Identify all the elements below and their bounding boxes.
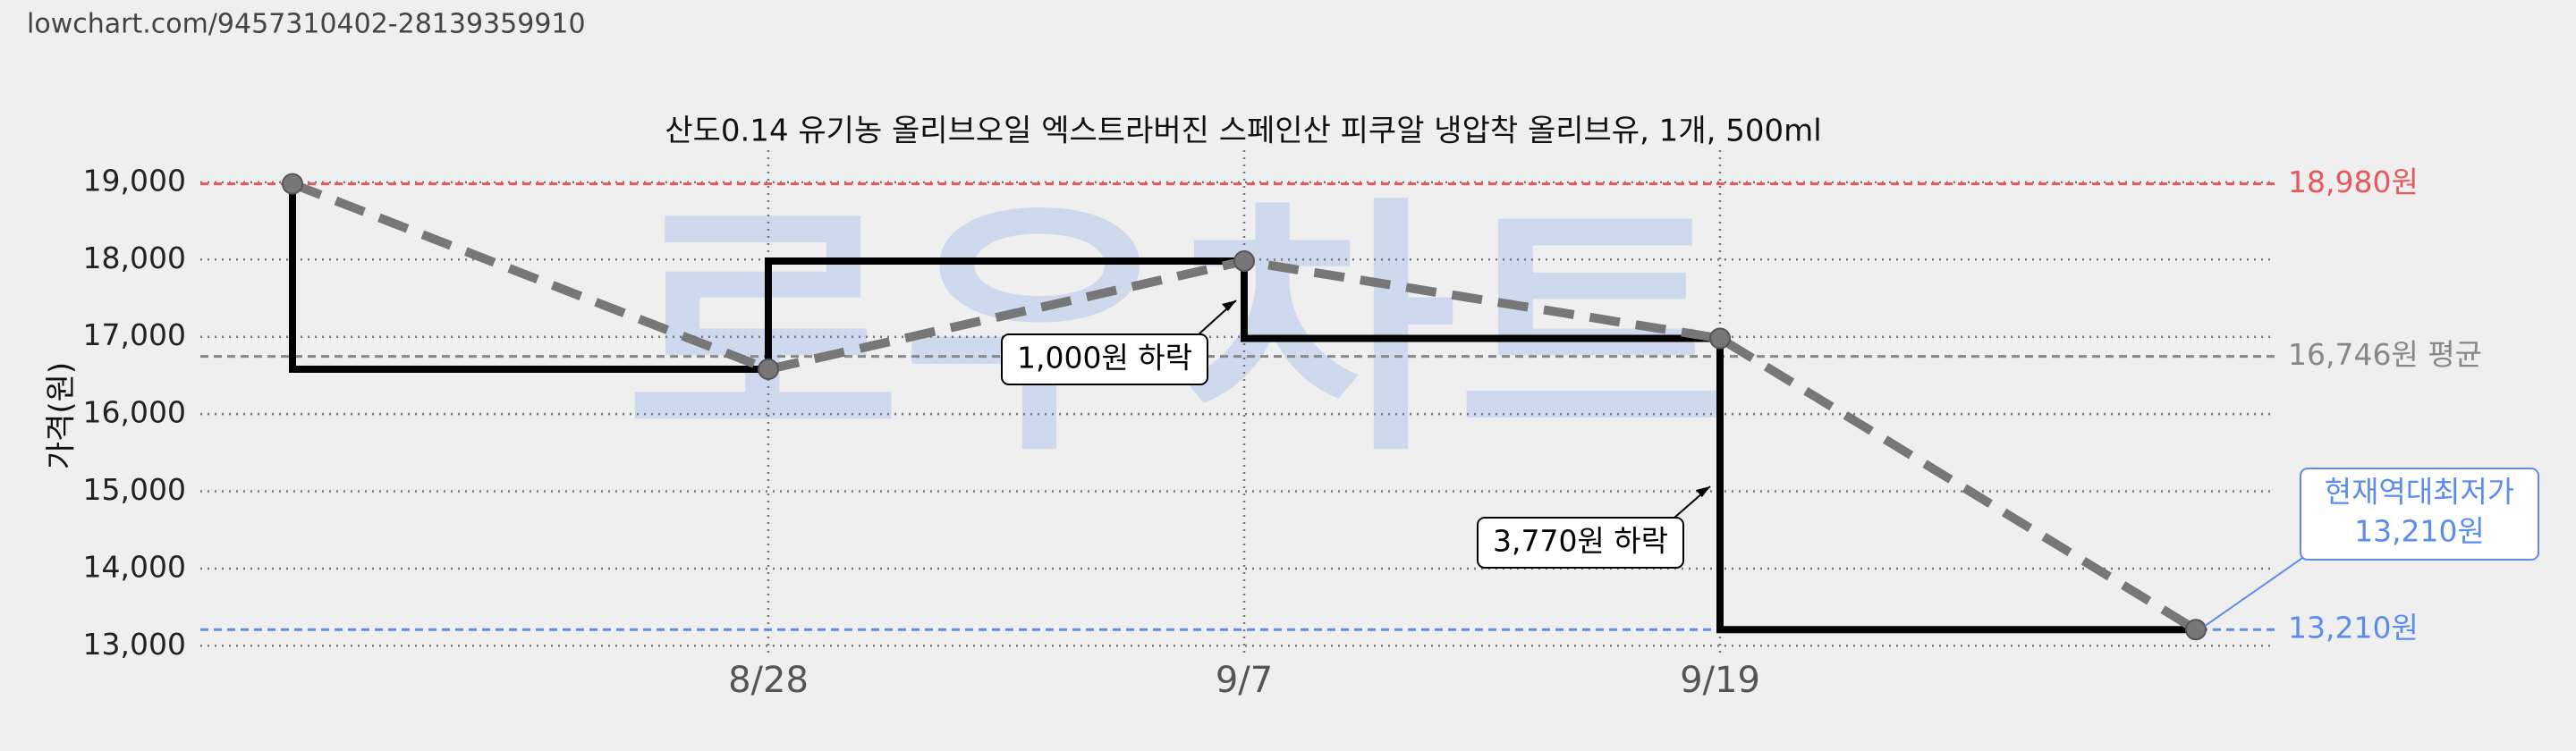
- reference-label: 13,210원: [2288, 611, 2419, 646]
- lowest-arrow: [2204, 553, 2309, 628]
- y-axis-label: 가격(원): [44, 362, 80, 469]
- price-point: [1709, 327, 1731, 350]
- x-tick-label: 9/19: [1680, 660, 1760, 701]
- callout-box: [1001, 333, 1208, 385]
- price-point: [758, 359, 779, 381]
- price-point: [1233, 250, 1255, 273]
- watermark: 로우차트: [624, 175, 1733, 487]
- x-tick-label: 8/28: [728, 660, 809, 701]
- y-tick-label: 13,000: [83, 627, 186, 662]
- price-point: [2185, 619, 2207, 641]
- reference-label: 16,746원 평균: [2288, 337, 2482, 372]
- lowest-note-text: 현재역대최저가: [2325, 475, 2515, 510]
- y-tick-label: 17,000: [83, 317, 186, 352]
- lowest-note-text: 13,210원: [2354, 514, 2485, 549]
- y-tick-label: 19,000: [83, 163, 186, 198]
- page-url: lowchart.com/9457310402-28139359910: [27, 9, 586, 40]
- callout-arrowhead: [1696, 486, 1710, 497]
- chart-title: 산도0.14 유기농 올리브오일 엑스트라버진 스페인산 피쿠알 냉압착 올리브…: [665, 114, 1821, 149]
- y-tick-label: 14,000: [83, 549, 186, 584]
- lowest-box: [2300, 468, 2539, 561]
- x-tick-label: 9/7: [1216, 660, 1273, 701]
- callout-text: 3,770원 하락: [1493, 524, 1668, 559]
- callout-arrowhead: [1222, 300, 1236, 311]
- y-tick-label: 15,000: [83, 472, 186, 507]
- y-tick-label: 16,000: [83, 395, 186, 430]
- y-tick-label: 18,000: [83, 240, 186, 275]
- callout-box: [1477, 517, 1684, 569]
- reference-label: 18,980원: [2288, 165, 2419, 199]
- price-point: [282, 173, 303, 195]
- callout-text: 1,000원 하락: [1017, 341, 1192, 376]
